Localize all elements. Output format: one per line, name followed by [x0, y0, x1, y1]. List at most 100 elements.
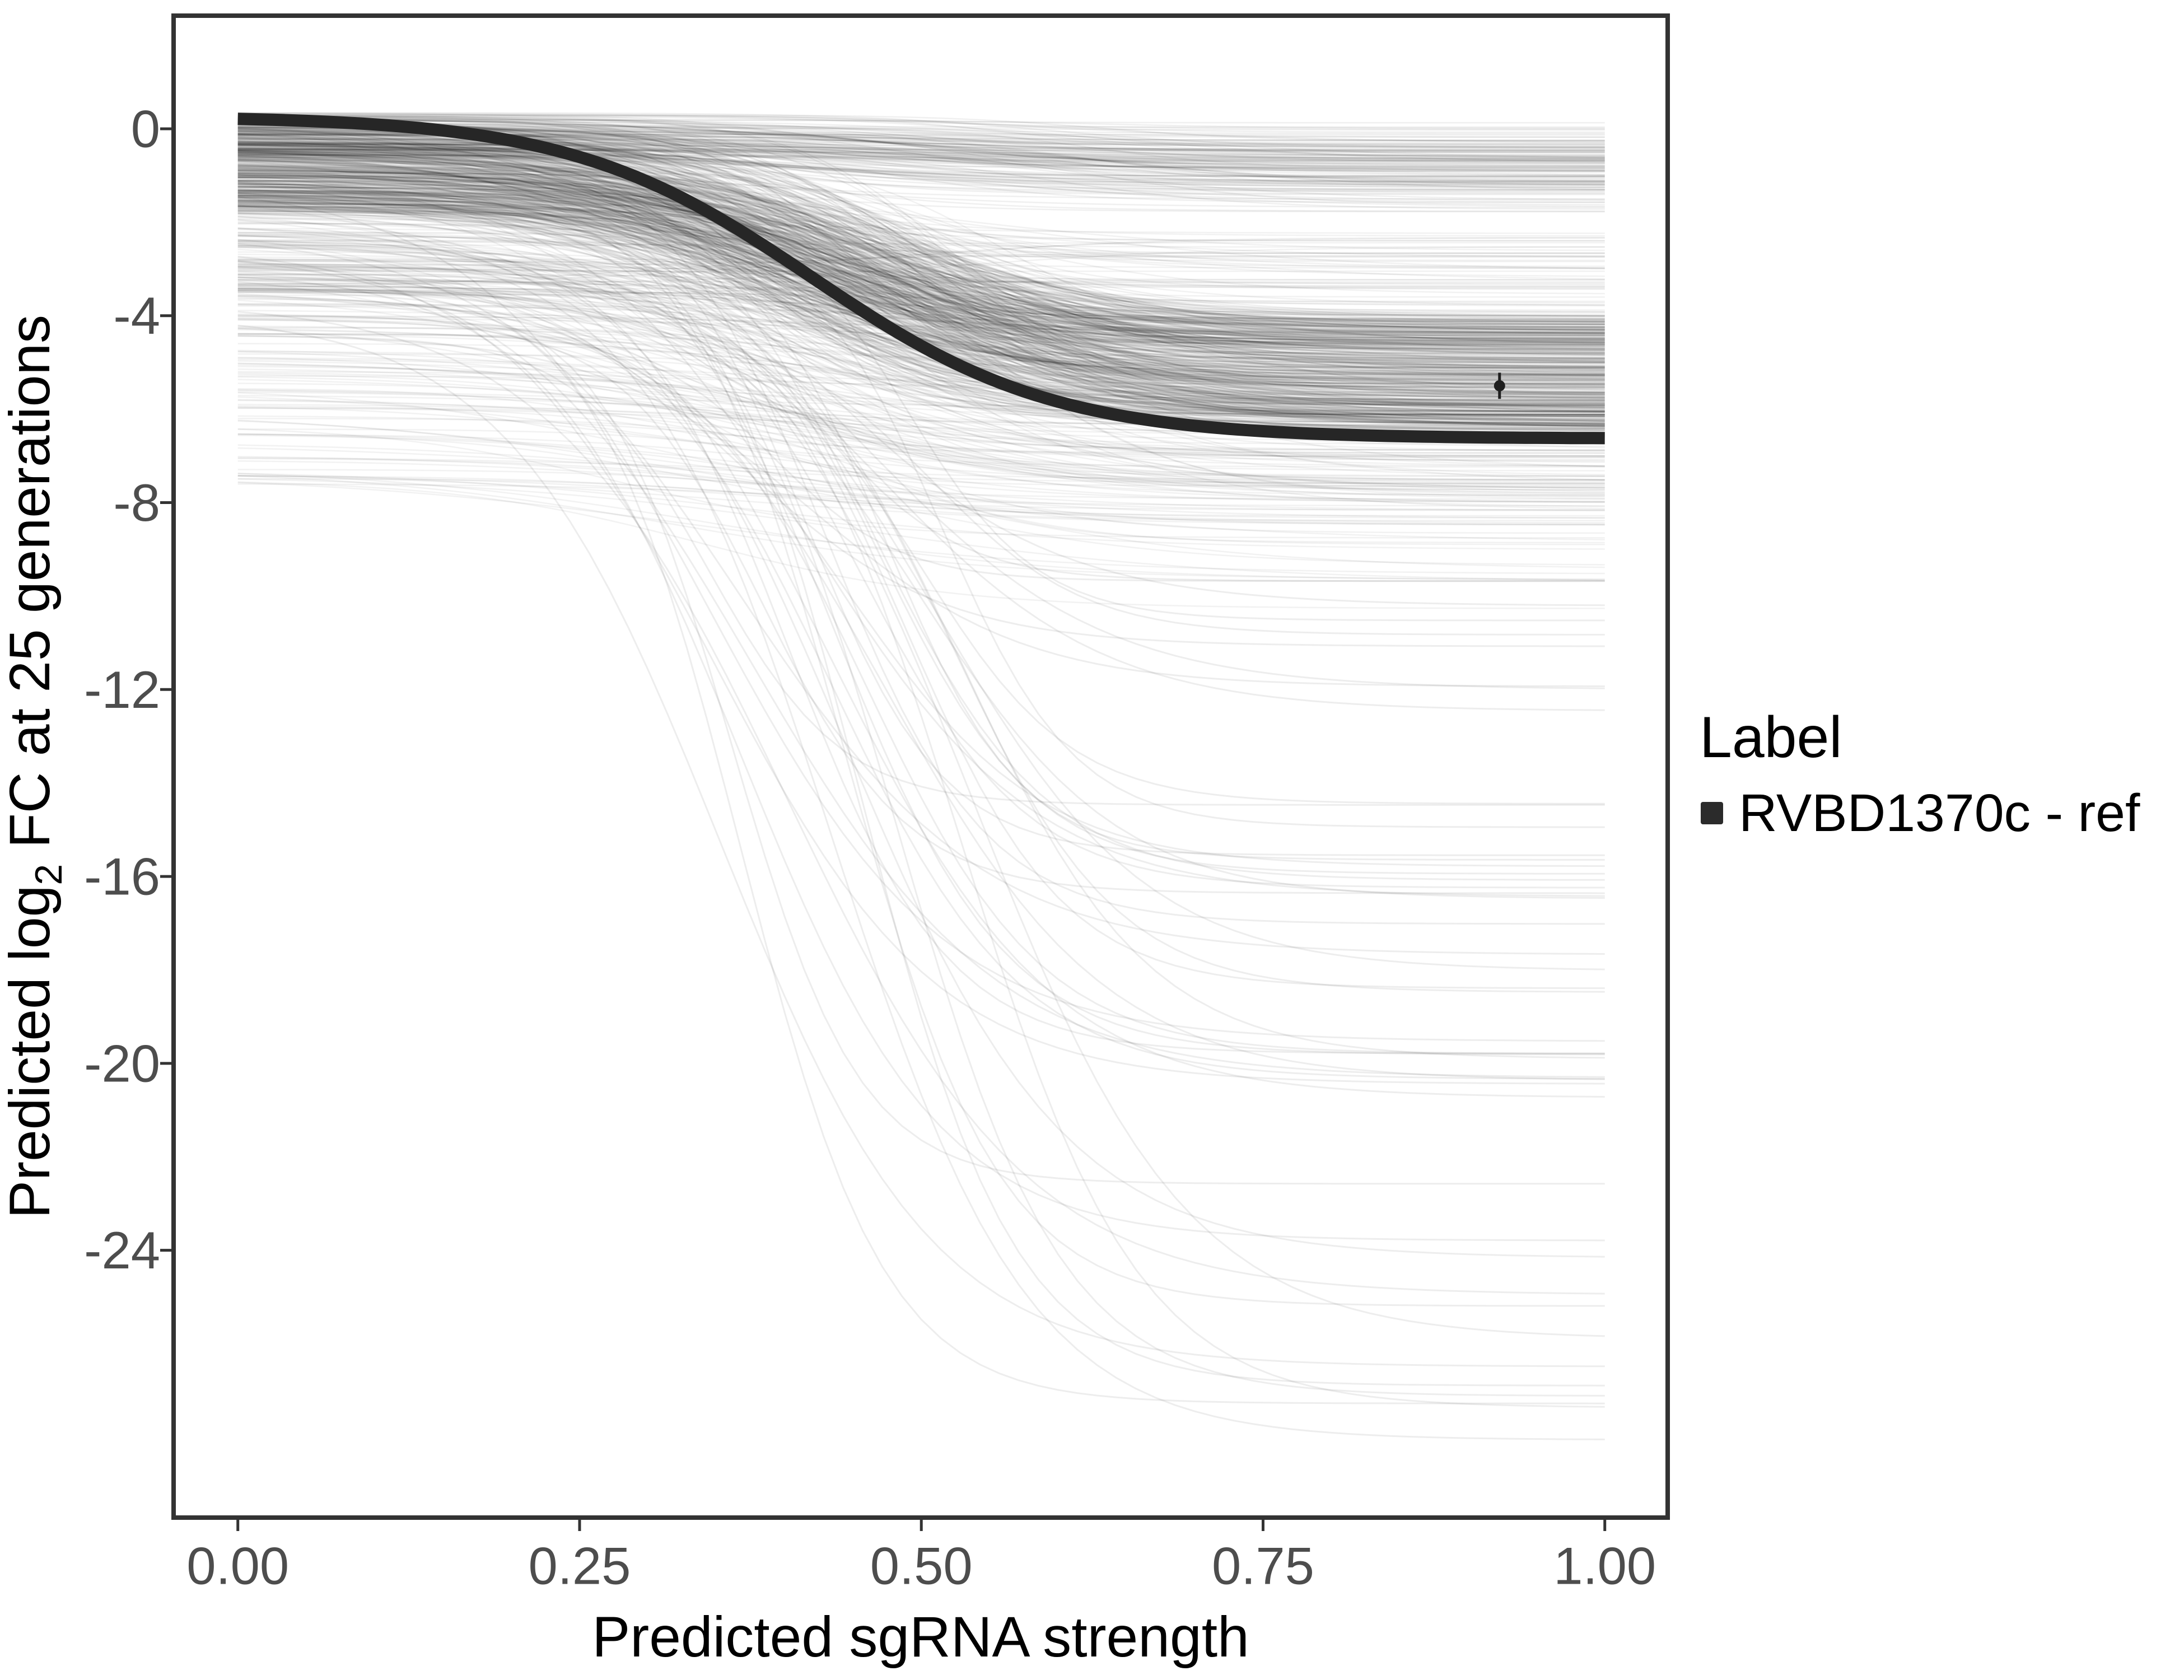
- background-curve: [237, 150, 1605, 360]
- y-tick-label: -12: [84, 660, 160, 719]
- background-curve: [237, 298, 1605, 1185]
- x-tick-label: 0.00: [186, 1537, 289, 1595]
- background-curve: [237, 192, 1605, 856]
- background-curve: [237, 374, 1605, 496]
- background-curve: [237, 176, 1605, 358]
- background-curve: [237, 141, 1605, 409]
- background-curve: [237, 114, 1605, 133]
- background-curve: [237, 195, 1605, 418]
- background-curve: [237, 458, 1605, 566]
- background-curve: [237, 156, 1605, 394]
- background-curve: [237, 144, 1605, 380]
- x-tick-label: 0.25: [528, 1537, 631, 1595]
- background-curve: [237, 315, 1605, 1054]
- background-curve: [237, 190, 1605, 421]
- background-curve: [237, 207, 1605, 389]
- x-axis-ticks: [236, 1520, 1607, 1531]
- background-curve: [237, 234, 1605, 875]
- background-curve: [237, 164, 1605, 337]
- y-tick-label: 0: [131, 99, 160, 158]
- background-curve: [237, 154, 1605, 364]
- background-curve: [237, 268, 1605, 404]
- background-curve: [237, 290, 1605, 412]
- background-curve: [237, 239, 1605, 328]
- background-curve: [237, 166, 1605, 417]
- background-curve: [237, 186, 1605, 420]
- background-curve: [237, 174, 1605, 237]
- background-curve: [237, 196, 1605, 332]
- background-curve: [237, 152, 1605, 339]
- background-curve: [237, 190, 1605, 343]
- background-curve: [237, 190, 1605, 372]
- background-curve: [237, 382, 1605, 451]
- background-curve: [237, 169, 1605, 364]
- background-curve: [237, 160, 1605, 477]
- background-curve: [237, 165, 1605, 354]
- background-curve: [237, 147, 1605, 195]
- background-curve: [237, 143, 1605, 374]
- background-curve: [237, 203, 1605, 270]
- background-curve: [237, 266, 1605, 288]
- background-curve: [237, 200, 1605, 396]
- background-curve: [237, 180, 1605, 346]
- background-curve: [237, 128, 1605, 360]
- background-curve: [237, 237, 1605, 285]
- background-curve: [237, 388, 1605, 454]
- background-curve: [237, 152, 1605, 396]
- background-curve: [237, 376, 1605, 461]
- background-curve: [237, 144, 1605, 298]
- background-curve: [237, 195, 1605, 326]
- background-curve: [237, 157, 1605, 314]
- background-curve: [237, 194, 1605, 356]
- background-curve: [237, 159, 1605, 318]
- background-curve: [237, 311, 1605, 1295]
- background-curve: [237, 405, 1605, 526]
- background-curve: [237, 144, 1605, 163]
- background-curve: [237, 304, 1605, 320]
- background-curve: [237, 135, 1605, 422]
- background-curve: [237, 160, 1605, 426]
- background-curve: [237, 192, 1605, 257]
- background-curve: [237, 407, 1605, 544]
- background-curve: [237, 396, 1605, 486]
- background-curve: [237, 210, 1605, 343]
- background-curve: [237, 199, 1605, 457]
- background-curve: [237, 242, 1605, 312]
- background-curve: [237, 155, 1605, 386]
- background-curve: [237, 287, 1605, 325]
- background-curve: [237, 192, 1605, 343]
- background-curve: [237, 195, 1605, 394]
- background-curve: [237, 148, 1605, 360]
- background-curve: [237, 199, 1605, 1387]
- background-curve: [237, 273, 1605, 1408]
- background-curve: [237, 389, 1605, 463]
- background-curve: [237, 181, 1605, 295]
- y-axis-ticks: [160, 127, 171, 1252]
- background-curve: [237, 177, 1605, 368]
- background-curve: [237, 186, 1605, 353]
- background-curve: [237, 267, 1605, 487]
- background-curve: [237, 172, 1605, 321]
- background-curve: [237, 133, 1605, 395]
- background-curve: [237, 149, 1605, 431]
- background-curve: [237, 151, 1605, 212]
- background-curve: [237, 319, 1605, 431]
- background-curve: [237, 299, 1605, 454]
- background-curve: [237, 389, 1605, 409]
- background-curve: [237, 176, 1605, 412]
- background-curve: [237, 269, 1605, 990]
- background-curve: [237, 326, 1605, 636]
- background-curve: [237, 435, 1605, 568]
- background-curve: [237, 142, 1605, 182]
- background-curve: [237, 151, 1605, 154]
- background-curve: [237, 132, 1605, 192]
- background-curve: [237, 152, 1605, 362]
- legend: Label RVBD1370c - ref: [1700, 705, 2140, 843]
- background-curve: [237, 184, 1605, 329]
- background-curve: [237, 198, 1605, 422]
- background-curve: [237, 174, 1605, 334]
- background-curve: [237, 159, 1605, 363]
- background-curve: [237, 156, 1605, 339]
- background-curve: [237, 175, 1605, 254]
- background-curve: [237, 259, 1605, 320]
